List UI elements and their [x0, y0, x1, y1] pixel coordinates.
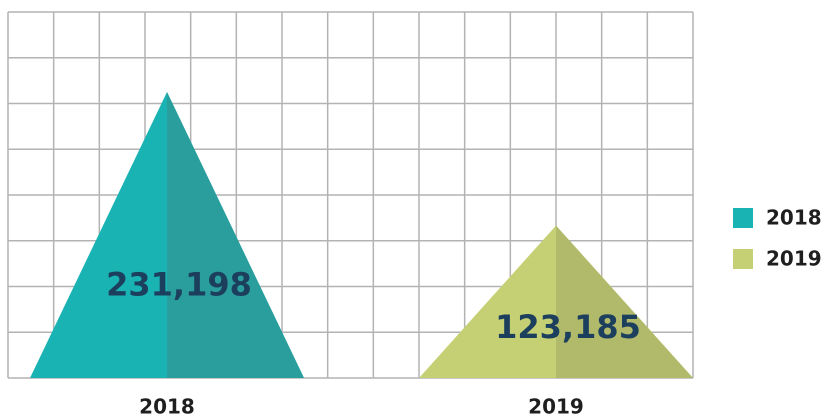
pyramid-shade: [556, 225, 693, 378]
x-tick-label: 2019: [528, 395, 584, 419]
legend-label: 2018: [766, 206, 822, 230]
pyramid-shade: [167, 92, 304, 378]
x-tick-label: 2018: [139, 395, 195, 419]
legend-label: 2019: [766, 247, 822, 271]
value-label: 123,185: [495, 308, 641, 346]
legend-swatch: [733, 208, 753, 228]
legend-swatch: [733, 249, 753, 269]
value-label: 231,198: [106, 265, 252, 303]
